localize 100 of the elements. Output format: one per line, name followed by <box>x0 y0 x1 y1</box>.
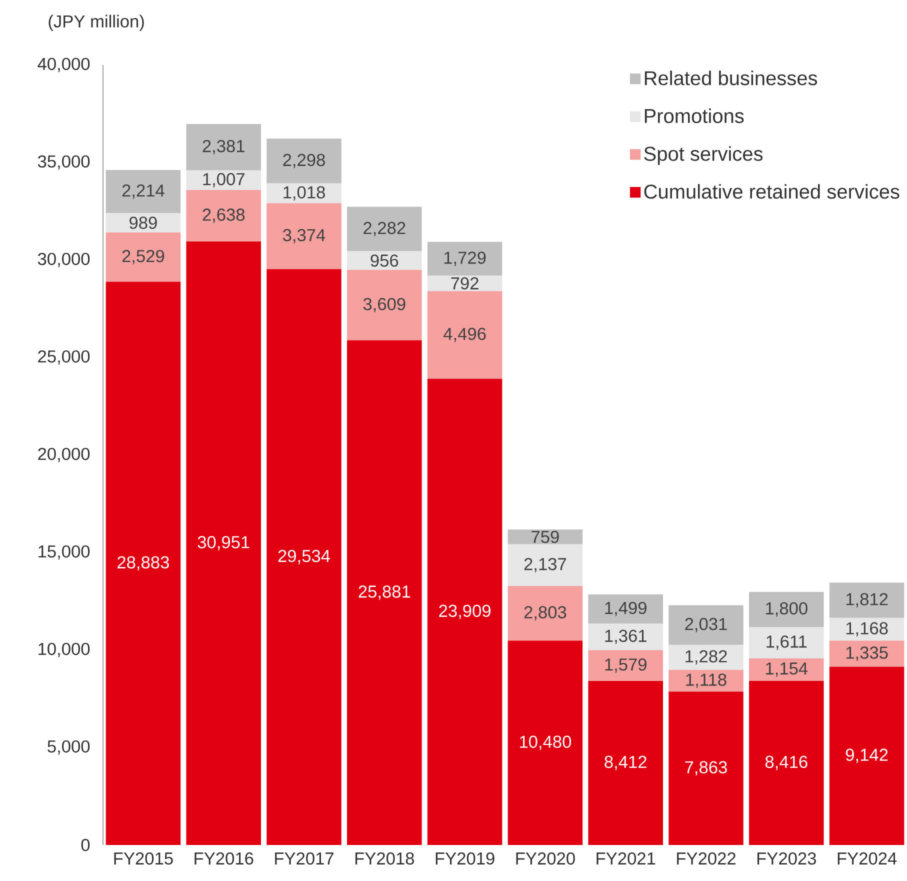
bar <box>588 680 663 845</box>
data-label: 3,374 <box>282 229 326 244</box>
bar <box>508 586 583 641</box>
data-label: 1,361 <box>605 630 646 644</box>
bar <box>588 624 663 650</box>
bar <box>749 680 824 845</box>
x-tick-label: FY2018 <box>355 852 414 865</box>
y-tick-label: 0 <box>81 838 90 852</box>
x-tick-label: FY2019 <box>436 852 494 865</box>
x-tick-label: FY2017 <box>275 852 334 865</box>
x-tick-label: FY2015 <box>114 852 173 865</box>
bar <box>266 183 342 204</box>
data-label: 1,729 <box>444 252 486 266</box>
data-label: 28,883 <box>118 556 169 571</box>
bar <box>266 203 342 270</box>
y-tick-label: 20,000 <box>38 448 90 462</box>
bar <box>508 544 583 586</box>
data-label: 1,611 <box>766 636 807 650</box>
data-label: 1,282 <box>686 650 727 665</box>
y-tick-label: 30,000 <box>38 252 90 268</box>
data-label: 759 <box>532 530 559 544</box>
data-label: 2,638 <box>202 208 245 223</box>
bar <box>668 670 744 692</box>
x-tick-label: FY2023 <box>757 852 816 865</box>
data-label: 25,881 <box>358 585 410 600</box>
bar <box>266 269 342 845</box>
data-label: 1,499 <box>605 602 646 616</box>
bar <box>186 241 261 845</box>
bar <box>829 640 904 667</box>
bar <box>347 206 422 252</box>
data-label: 956 <box>370 254 398 267</box>
data-label: 1,168 <box>846 622 888 636</box>
y-tick-label: 10,000 <box>38 642 90 658</box>
y-tick-label: 15,000 <box>38 545 90 560</box>
data-label: 2,214 <box>122 184 164 199</box>
bar <box>588 594 663 624</box>
data-label: 989 <box>130 216 157 229</box>
data-label: 1,118 <box>686 674 726 688</box>
data-label: 1,812 <box>846 593 888 608</box>
legend-label: Cumulative retained services <box>644 184 900 199</box>
data-label: 2,803 <box>524 606 566 620</box>
data-label: 2,298 <box>283 154 325 168</box>
bar <box>347 340 422 845</box>
x-tick-label: FY2021 <box>596 852 656 865</box>
y-tick-label: 25,000 <box>38 350 90 365</box>
data-label: 2,031 <box>685 618 727 632</box>
bar <box>829 618 904 641</box>
bar <box>508 529 583 544</box>
data-label: 4,496 <box>444 328 486 342</box>
x-tick-label: FY2016 <box>194 852 254 865</box>
x-tick-label: FY2022 <box>677 852 736 865</box>
data-label: 7,863 <box>685 761 727 776</box>
data-label: 1,335 <box>846 646 888 661</box>
data-label: 1,018 <box>284 186 325 201</box>
bar <box>347 251 422 270</box>
data-label: 8,412 <box>604 756 646 770</box>
bar <box>106 232 181 282</box>
x-tick-label: FY2024 <box>838 852 897 865</box>
bar <box>829 582 904 618</box>
data-label: 1,007 <box>203 173 244 188</box>
data-label: 23,909 <box>439 604 490 620</box>
legend-label: Spot services <box>644 146 763 165</box>
data-label: 2,381 <box>202 140 244 154</box>
bar <box>427 291 502 379</box>
data-label: 3,609 <box>363 298 406 312</box>
legend-label: Promotions <box>644 108 744 124</box>
bar <box>427 242 502 276</box>
bar <box>427 378 502 845</box>
bar <box>427 276 502 292</box>
bar <box>186 124 261 170</box>
y-axis-title: (JPY million) <box>48 14 144 31</box>
y-tick-label: 40,000 <box>38 58 90 72</box>
data-label: 10,480 <box>520 736 572 750</box>
data-label: 2,137 <box>524 558 566 572</box>
data-label: 8,416 <box>765 756 808 770</box>
data-label: 1,579 <box>605 658 646 673</box>
bar <box>829 666 904 845</box>
bar <box>266 138 342 184</box>
bar <box>588 650 663 681</box>
bar <box>749 626 824 658</box>
x-tick-label: FY2020 <box>516 852 575 865</box>
bar <box>106 213 181 232</box>
bar <box>668 644 744 670</box>
bar <box>106 170 181 214</box>
y-tick-label: 35,000 <box>38 155 90 170</box>
data-label: 792 <box>451 277 478 290</box>
data-label: 1,800 <box>766 602 808 617</box>
y-tick-label: 5,000 <box>48 740 90 755</box>
bar <box>186 190 261 242</box>
data-label: 30,951 <box>198 536 250 550</box>
data-label: 29,534 <box>278 550 330 564</box>
bar <box>668 692 744 845</box>
bar <box>508 640 583 845</box>
bar <box>668 605 744 645</box>
legend-label: Related businesses <box>644 70 818 86</box>
data-label: 1,154 <box>766 662 808 677</box>
bar <box>186 170 261 190</box>
data-label: 2,529 <box>122 250 164 264</box>
data-label: 9,142 <box>846 748 888 764</box>
bar <box>749 592 824 627</box>
